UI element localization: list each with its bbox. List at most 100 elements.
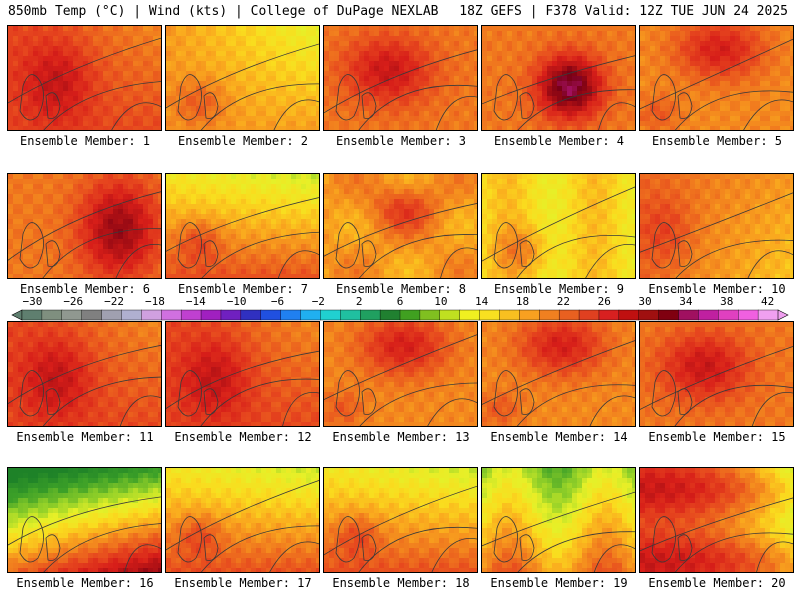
colorbar-tick-label: 42 (760, 295, 775, 308)
colorbar-tick-label: 34 (679, 295, 693, 308)
temperature-field-map (166, 26, 319, 130)
colorbar-swatch (161, 309, 182, 321)
temperature-field-map (8, 26, 161, 130)
temperature-field-map (482, 468, 635, 572)
temperature-field-map (482, 26, 635, 130)
colorbar-swatch (499, 309, 520, 321)
colorbar-swatch (479, 309, 501, 321)
colorbar-swatch (379, 309, 401, 321)
colorbar-swatch (240, 309, 262, 321)
colorbar-tick-label: 2 (355, 295, 363, 308)
colorbar-swatch (738, 309, 759, 321)
colorbar-tick-label: 14 (475, 295, 489, 308)
colorbar-tick-label: −6 (270, 295, 285, 308)
temperature-field-map (166, 174, 319, 278)
colorbar-tick-label: −14 (185, 295, 206, 308)
colorbar-swatch (618, 309, 640, 321)
ensemble-member-caption: Ensemble Member: 6 (19, 282, 151, 296)
colorbar-swatch (280, 309, 302, 321)
colorbar-swatch (21, 309, 43, 321)
colorbar-swatch (180, 309, 202, 321)
ensemble-member-map (323, 321, 478, 427)
colorbar-swatch (638, 309, 660, 321)
ensemble-member-map (639, 173, 794, 279)
temperature-field-map (324, 26, 477, 130)
ensemble-member-caption: Ensemble Member: 9 (493, 282, 625, 296)
ensemble-member-map (165, 321, 320, 427)
colorbar-swatch (101, 309, 123, 321)
colorbar-swatch (578, 309, 600, 321)
colorbar-tick-label: 30 (638, 295, 652, 308)
colorbar-tick-label: −26 (63, 295, 84, 308)
colorbar-tick-label: −2 (311, 295, 325, 308)
colorbar-swatch (539, 309, 560, 321)
colorbar-tick-label: −10 (226, 295, 247, 308)
colorbar-swatch (678, 309, 700, 321)
ensemble-member-map (639, 321, 794, 427)
colorbar-swatch (300, 309, 322, 321)
colorbar-swatch (220, 309, 242, 321)
colorbar-swatch (757, 309, 779, 321)
colorbar-swatch (439, 309, 461, 321)
colorbar-tick-label: 18 (515, 295, 530, 308)
ensemble-member-map (481, 25, 636, 131)
colorbar-tick-label: 26 (597, 295, 611, 308)
ensemble-member-caption: Ensemble Member: 8 (335, 282, 467, 296)
ensemble-member-caption: Ensemble Member: 20 (648, 576, 786, 590)
ensemble-member-caption: Ensemble Member: 17 (174, 576, 312, 590)
ensemble-member-map (7, 25, 162, 131)
temperature-field-map (324, 468, 477, 572)
ensemble-member-map (481, 173, 636, 279)
ensemble-member-caption: Ensemble Member: 1 (19, 134, 151, 148)
colorbar-tick-label: 22 (556, 295, 570, 308)
colorbar-swatch (81, 309, 103, 321)
colorbar-swatch (419, 309, 441, 321)
ensemble-member-map (639, 25, 794, 131)
temperature-colorbar: −30 −26 −22 −18 −14 −10 −6 −2 2 6 10 14 18 22 26 30 34 38… (0, 296, 800, 322)
ensemble-member-map (7, 173, 162, 279)
colorbar-swatch (121, 309, 142, 321)
colorbar-swatch (340, 309, 361, 321)
ensemble-member-map (7, 467, 162, 573)
colorbar-scale (11, 309, 789, 321)
colorbar-swatch (200, 309, 222, 321)
colorbar-swatch (658, 309, 680, 321)
colorbar-swatch (320, 309, 341, 321)
colorbar-swatch (399, 309, 421, 321)
ensemble-member-caption: Ensemble Member: 4 (493, 134, 625, 148)
temperature-field-map (166, 468, 319, 572)
temperature-field-map (324, 174, 477, 278)
colorbar-swatch (698, 309, 719, 321)
temperature-field-map (8, 174, 161, 278)
ensemble-member-map (481, 321, 636, 427)
ensemble-member-caption: Ensemble Member: 12 (174, 430, 312, 444)
temperature-field-map (482, 322, 635, 426)
ensemble-member-map (639, 467, 794, 573)
colorbar-swatch (718, 309, 739, 321)
colorbar-swatch (519, 309, 540, 321)
ensemble-member-caption: Ensemble Member: 14 (490, 430, 628, 444)
ensemble-member-map (323, 173, 478, 279)
temperature-field-map (482, 174, 635, 278)
ensemble-member-map (165, 467, 320, 573)
colorbar-tick-label: 38 (720, 295, 734, 308)
ensemble-member-caption: Ensemble Member: 15 (648, 430, 786, 444)
colorbar-tick-label: 6 (396, 295, 404, 308)
ensemble-member-caption: Ensemble Member: 2 (177, 134, 309, 148)
ensemble-member-caption: Ensemble Member: 10 (648, 282, 786, 296)
header-right-title: 18Z GEFS | F378 Valid: 12Z TUE JUN 24 20… (459, 4, 788, 19)
colorbar-tick-label: −30 (22, 295, 43, 308)
ensemble-member-caption: Ensemble Member: 13 (332, 430, 470, 444)
temperature-field-map (166, 322, 319, 426)
colorbar-tick-label: 10 (434, 295, 448, 308)
colorbar-swatch (260, 309, 282, 321)
colorbar-swatch (41, 309, 63, 321)
colorbar-swatch (558, 309, 580, 321)
temperature-field-map (640, 468, 793, 572)
temperature-field-map (324, 322, 477, 426)
ensemble-member-map (481, 467, 636, 573)
ensemble-member-caption: Ensemble Member: 11 (16, 430, 154, 444)
temperature-field-map (640, 26, 793, 130)
temperature-field-map (640, 174, 793, 278)
ensemble-member-map (323, 25, 478, 131)
